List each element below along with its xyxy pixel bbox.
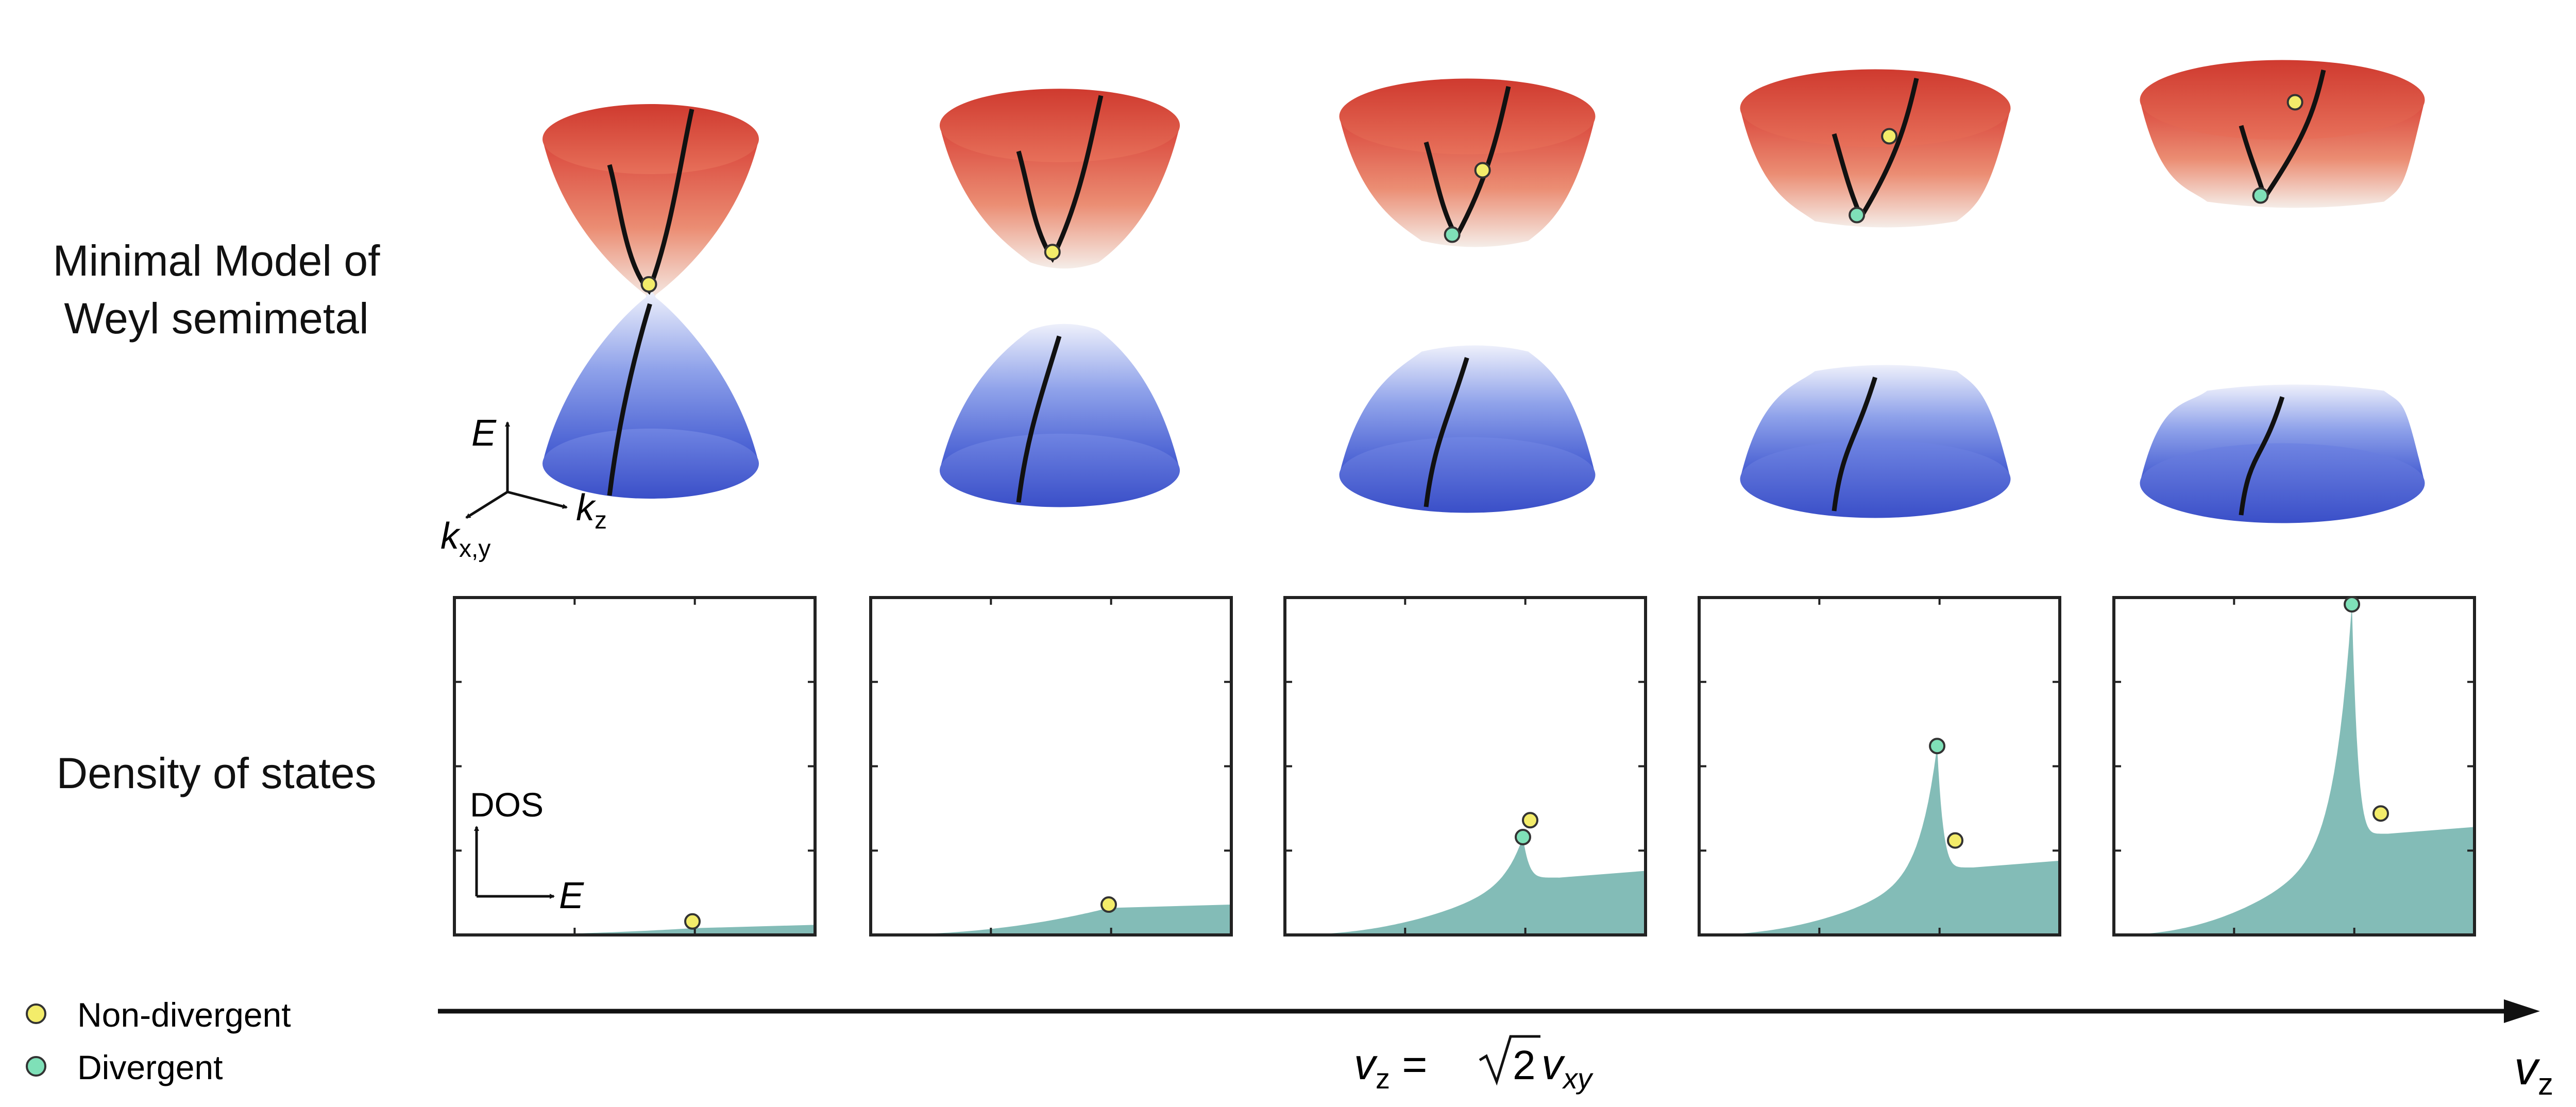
dos-panel-3	[1283, 596, 1647, 936]
nondivergent-point-marker	[1474, 162, 1491, 179]
dos-curve-fill	[1285, 837, 1646, 935]
divergent-point-marker	[1849, 207, 1866, 224]
dos-panel-1	[453, 596, 817, 936]
cone-panel-2	[939, 89, 1180, 507]
energy-dos-axis-label: E	[559, 875, 584, 916]
kz-axis-arrow	[507, 490, 568, 509]
lower-band-dispersion-line	[607, 303, 652, 496]
sqrt-argument: 2	[1513, 1042, 1536, 1088]
kz-axis-label: kz	[576, 487, 607, 534]
dos-axis-label: DOS	[470, 786, 544, 824]
dos-nondivergent-marker	[1522, 812, 1538, 829]
kxy-axis-label: kx,y	[440, 516, 490, 563]
upper-band-dispersion-line	[1832, 78, 1919, 223]
nondivergent-point-marker	[1044, 244, 1061, 261]
lower-band-rim	[939, 433, 1180, 507]
upper-band-dispersion-line	[2239, 70, 2326, 203]
dos-divergent-marker	[1515, 829, 1531, 846]
lower-band-dispersion-line	[1423, 357, 1469, 507]
row-label-model-line1: Minimal Model of	[53, 236, 380, 285]
row-label-model: Minimal Model of Weyl semimetal	[10, 232, 422, 347]
upper-band-surface	[543, 139, 759, 301]
upper-band-rim	[1339, 78, 1596, 155]
upper-band-rim	[939, 89, 1180, 162]
row-label-dos: Density of states	[56, 749, 377, 797]
sqrt-sign	[1479, 1035, 1540, 1086]
dos-nondivergent-marker	[684, 913, 701, 930]
dos-panel-2	[869, 596, 1233, 936]
dos-nondivergent-marker	[2372, 805, 2389, 822]
upper-band-rim	[543, 104, 759, 174]
dos-curve-fill	[871, 905, 1231, 935]
cone-panel-5	[2140, 60, 2425, 523]
row-label-model-line2: Weyl semimetal	[64, 294, 369, 343]
upper-band-dispersion-line	[1423, 86, 1511, 242]
legend-nondivergent-label: Non-divergent	[77, 996, 291, 1034]
energy-axis-label: E	[471, 413, 497, 454]
lower-band-dispersion-line	[1832, 377, 1877, 512]
dos-axis-inset: DOS E	[470, 786, 584, 916]
dos-divergent-marker	[2344, 596, 2360, 613]
dos-frame	[869, 596, 1233, 936]
dos-curve-fill	[454, 925, 815, 935]
divergent-point-marker	[2252, 187, 2269, 204]
nondivergent-point-marker	[640, 276, 657, 293]
dos-curve-fill	[2114, 604, 2475, 935]
nondivergent-point-marker	[2286, 94, 2303, 111]
svg-text:vxy: vxy	[1541, 1040, 1594, 1095]
velocity-axis-arrowhead	[2504, 999, 2540, 1023]
lower-band-rim	[2140, 443, 2425, 523]
legend-nondivergent-marker	[26, 1003, 46, 1024]
svg-text:vz =: vz =	[1354, 1040, 1427, 1095]
velocity-condition-label: vz = 2 vxy	[1354, 1035, 1594, 1095]
dos-curve-fill	[1699, 746, 2060, 935]
axis-triad: E kz kx,y	[440, 413, 607, 563]
lower-band-rim	[543, 429, 759, 499]
dos-frame	[453, 596, 817, 936]
dos-nondivergent-marker	[1947, 832, 1963, 849]
cone-panel-4	[1740, 69, 2011, 518]
dos-panel-4	[1698, 596, 2061, 936]
dos-panel-5	[2112, 596, 2476, 936]
legend-divergent-label: Divergent	[77, 1048, 223, 1086]
dos-divergent-marker	[1929, 738, 1945, 755]
lower-band-dispersion-line	[1016, 335, 1062, 503]
lower-band-surface	[939, 323, 1180, 471]
cone-panel-3	[1339, 78, 1596, 513]
dos-row	[453, 596, 2476, 936]
cone-panel-1	[543, 104, 759, 499]
upper-band-surface	[939, 125, 1180, 269]
lower-band-rim	[1339, 437, 1596, 513]
lower-band-surface	[543, 292, 759, 464]
upper-band-rim	[1740, 69, 2011, 147]
legend: Non-divergent Divergent	[26, 996, 291, 1086]
lower-band-rim	[1740, 440, 2011, 518]
band-structure-row	[543, 60, 2425, 523]
dos-nondivergent-marker	[1100, 896, 1117, 913]
upper-band-rim	[2140, 60, 2425, 140]
legend-divergent-marker	[26, 1056, 46, 1077]
velocity-axis: vz vz = 2 vxy	[438, 999, 2553, 1101]
velocity-axis-label: vz	[2514, 1042, 2553, 1101]
lower-band-dispersion-line	[2239, 396, 2285, 516]
divergent-point-marker	[1444, 226, 1461, 243]
kxy-axis-arrow	[465, 490, 509, 519]
nondivergent-point-marker	[1881, 128, 1898, 145]
